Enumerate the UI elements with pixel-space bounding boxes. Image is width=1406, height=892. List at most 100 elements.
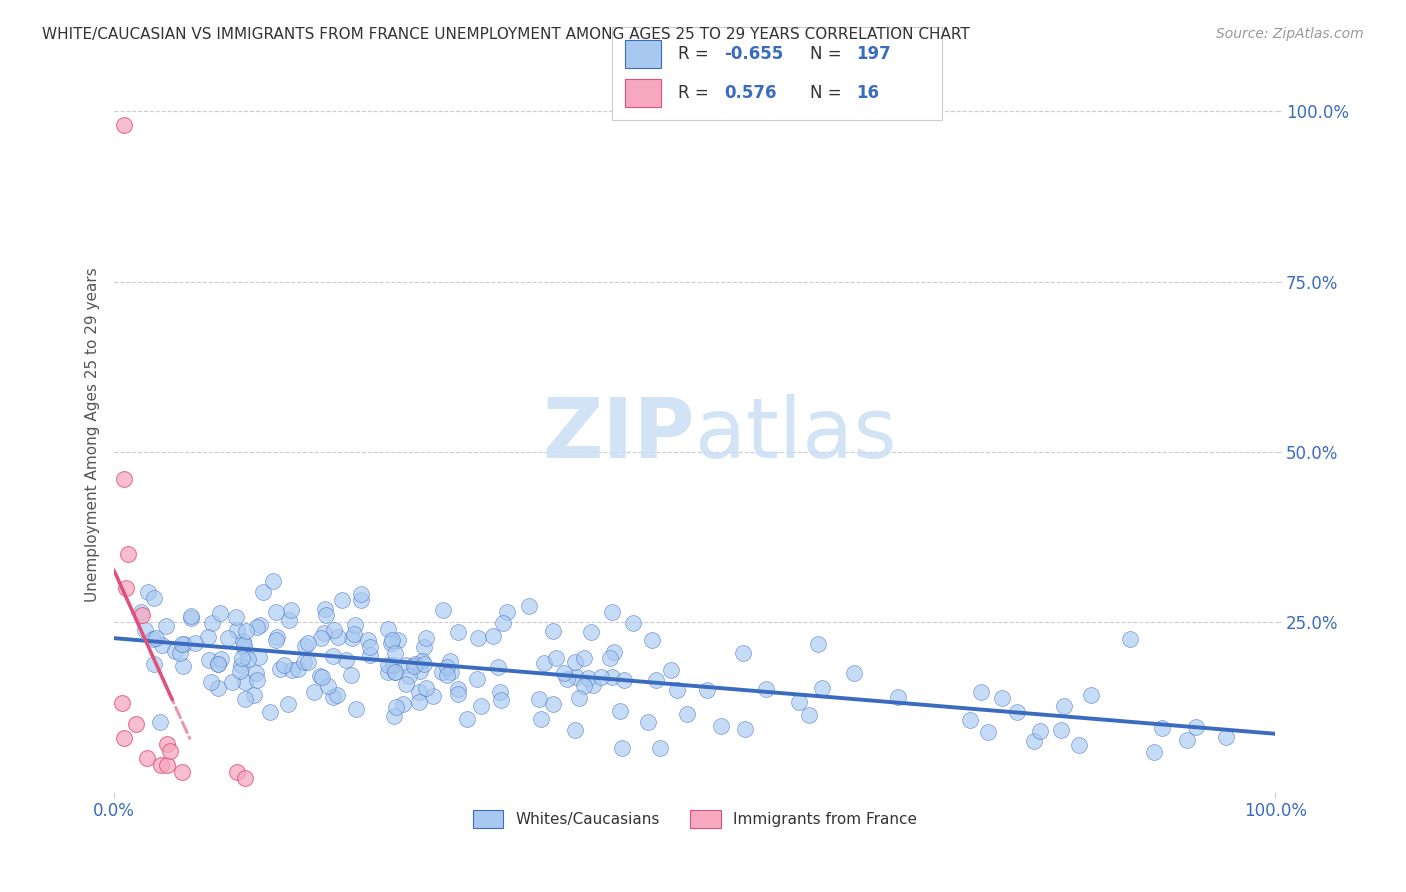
- Point: [200, 675, 222, 690]
- Point: [145, 632, 167, 646]
- Point: [159, 744, 181, 758]
- Point: [602, 670, 624, 684]
- Point: [495, 605, 517, 619]
- Point: [666, 683, 689, 698]
- Legend: Whites/Caucasians, Immigrants from France: Whites/Caucasians, Immigrants from Franc…: [467, 804, 924, 834]
- Point: [387, 632, 409, 647]
- Point: [422, 689, 444, 703]
- Point: [322, 624, 344, 638]
- Point: [197, 631, 219, 645]
- Point: [377, 622, 399, 636]
- Point: [1029, 723, 1052, 738]
- Text: N =: N =: [810, 84, 846, 103]
- Point: [246, 673, 269, 687]
- Point: [170, 764, 193, 779]
- Point: [156, 737, 179, 751]
- Point: [281, 663, 304, 677]
- Point: [322, 690, 344, 704]
- Point: [136, 751, 159, 765]
- Point: [541, 624, 564, 638]
- Point: [488, 685, 510, 699]
- Point: [112, 472, 135, 486]
- Point: [316, 679, 339, 693]
- Point: [169, 646, 191, 660]
- Point: [229, 664, 252, 678]
- Point: [1067, 738, 1090, 752]
- Point: [243, 688, 266, 702]
- Text: atlas: atlas: [695, 394, 897, 475]
- Text: 16: 16: [856, 84, 879, 103]
- Point: [395, 677, 418, 691]
- Point: [142, 632, 165, 646]
- Point: [278, 613, 301, 627]
- Point: [201, 615, 224, 630]
- Point: [247, 649, 270, 664]
- Point: [659, 663, 682, 677]
- Point: [377, 658, 399, 673]
- Point: [326, 630, 349, 644]
- Point: [330, 593, 353, 607]
- Point: [404, 657, 426, 671]
- Point: [492, 616, 515, 631]
- Point: [225, 623, 247, 637]
- Point: [565, 670, 588, 684]
- Point: [287, 662, 309, 676]
- Point: [381, 632, 404, 647]
- Text: R =: R =: [678, 45, 714, 63]
- Point: [440, 665, 463, 679]
- Point: [447, 681, 470, 696]
- Point: [1215, 731, 1237, 745]
- Point: [197, 653, 219, 667]
- Point: [408, 685, 430, 699]
- Point: [156, 757, 179, 772]
- FancyBboxPatch shape: [624, 79, 661, 107]
- Point: [991, 691, 1014, 706]
- Point: [384, 646, 406, 660]
- Point: [292, 655, 315, 669]
- Point: [799, 708, 821, 723]
- Point: [676, 706, 699, 721]
- Point: [467, 631, 489, 645]
- Point: [221, 674, 243, 689]
- Point: [233, 674, 256, 689]
- Point: [245, 666, 267, 681]
- Point: [710, 719, 733, 733]
- Point: [430, 665, 453, 680]
- Point: [326, 688, 349, 702]
- Point: [170, 637, 193, 651]
- Point: [645, 673, 668, 688]
- Point: [335, 653, 357, 667]
- Point: [553, 666, 575, 681]
- Point: [576, 671, 599, 685]
- Point: [533, 656, 555, 670]
- Point: [314, 602, 336, 616]
- Point: [568, 690, 591, 705]
- Point: [280, 603, 302, 617]
- Point: [273, 657, 295, 672]
- Text: Source: ZipAtlas.com: Source: ZipAtlas.com: [1216, 27, 1364, 41]
- Point: [264, 605, 287, 619]
- Point: [447, 687, 470, 701]
- Point: [412, 640, 434, 654]
- Text: 197: 197: [856, 45, 891, 63]
- Point: [359, 648, 381, 662]
- Point: [312, 626, 335, 640]
- Point: [207, 657, 229, 671]
- Point: [602, 605, 624, 619]
- Point: [395, 658, 418, 673]
- Point: [134, 623, 156, 637]
- Point: [887, 690, 910, 705]
- Point: [173, 637, 195, 651]
- Point: [465, 672, 488, 686]
- Point: [489, 693, 512, 707]
- Point: [344, 701, 367, 715]
- Point: [112, 118, 135, 132]
- Point: [377, 665, 399, 680]
- Point: [1050, 723, 1073, 738]
- Point: [482, 629, 505, 643]
- Point: [225, 610, 247, 624]
- Point: [544, 651, 567, 665]
- Point: [402, 658, 425, 673]
- Point: [1005, 705, 1028, 719]
- Point: [1143, 745, 1166, 759]
